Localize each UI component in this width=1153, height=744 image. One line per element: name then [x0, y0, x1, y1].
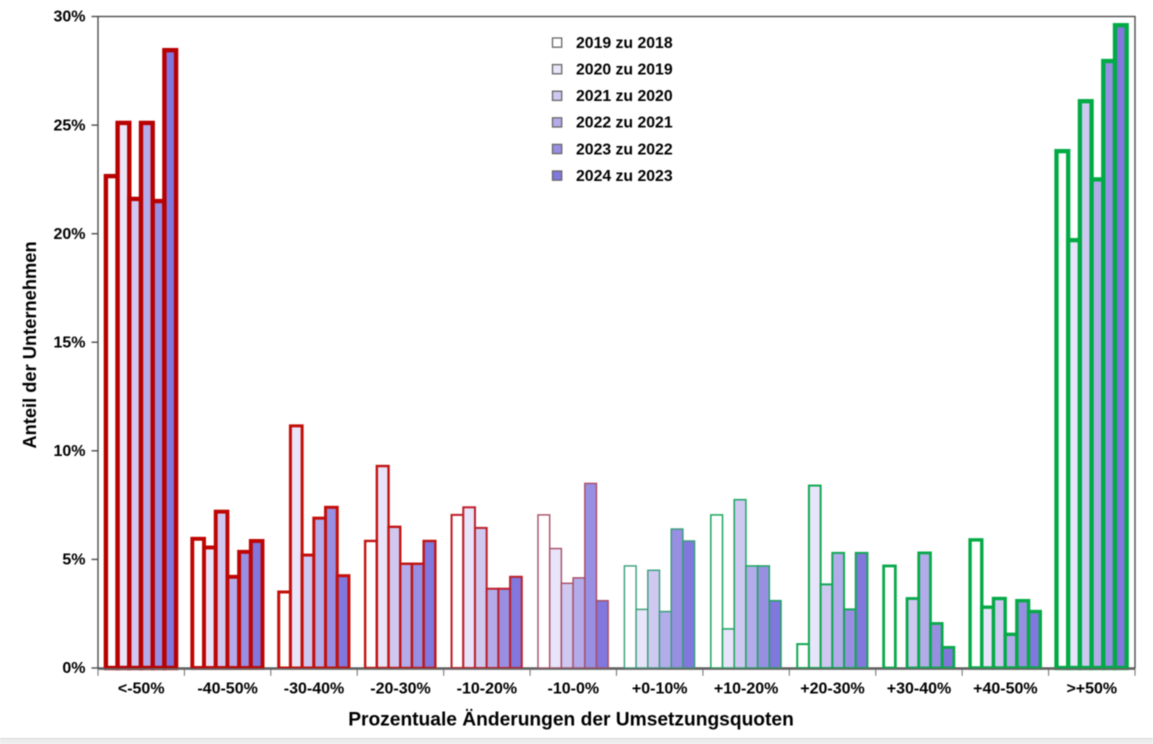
svg-text:20%: 20% — [53, 226, 85, 243]
svg-text:-10-0%: -10-0% — [548, 681, 600, 698]
svg-text:+30-40%: +30-40% — [887, 681, 952, 698]
svg-text:2019 zu 2018: 2019 zu 2018 — [576, 35, 673, 52]
svg-text:<-50%: <-50% — [118, 681, 165, 698]
svg-text:2023 zu 2022: 2023 zu 2022 — [576, 141, 673, 158]
svg-text:30%: 30% — [53, 9, 85, 26]
svg-text:+10-20%: +10-20% — [714, 681, 779, 698]
svg-text:-40-50%: -40-50% — [197, 681, 257, 698]
svg-text:10%: 10% — [53, 443, 85, 460]
svg-text:2024 zu 2023: 2024 zu 2023 — [576, 168, 673, 185]
svg-text:2022 zu 2021: 2022 zu 2021 — [576, 115, 673, 132]
svg-text:>+50%: >+50% — [1066, 681, 1117, 698]
svg-text:25%: 25% — [53, 117, 85, 134]
svg-text:0%: 0% — [62, 660, 85, 677]
svg-text:2021 zu 2020: 2021 zu 2020 — [576, 88, 673, 105]
svg-text:2020 zu 2019: 2020 zu 2019 — [576, 62, 673, 79]
svg-text:-30-40%: -30-40% — [284, 681, 344, 698]
svg-text:5%: 5% — [62, 552, 85, 569]
svg-text:+0-10%: +0-10% — [632, 681, 688, 698]
svg-text:15%: 15% — [53, 334, 85, 351]
svg-text:+40-50%: +40-50% — [973, 681, 1038, 698]
svg-text:Prozentuale Änderungen der Ums: Prozentuale Änderungen der Umsetzungsquo… — [348, 710, 794, 731]
svg-text:Anteil der Unternehmen: Anteil der Unternehmen — [19, 241, 40, 448]
svg-text:-10-20%: -10-20% — [457, 681, 517, 698]
svg-text:+20-30%: +20-30% — [800, 681, 865, 698]
svg-text:-20-30%: -20-30% — [370, 681, 430, 698]
